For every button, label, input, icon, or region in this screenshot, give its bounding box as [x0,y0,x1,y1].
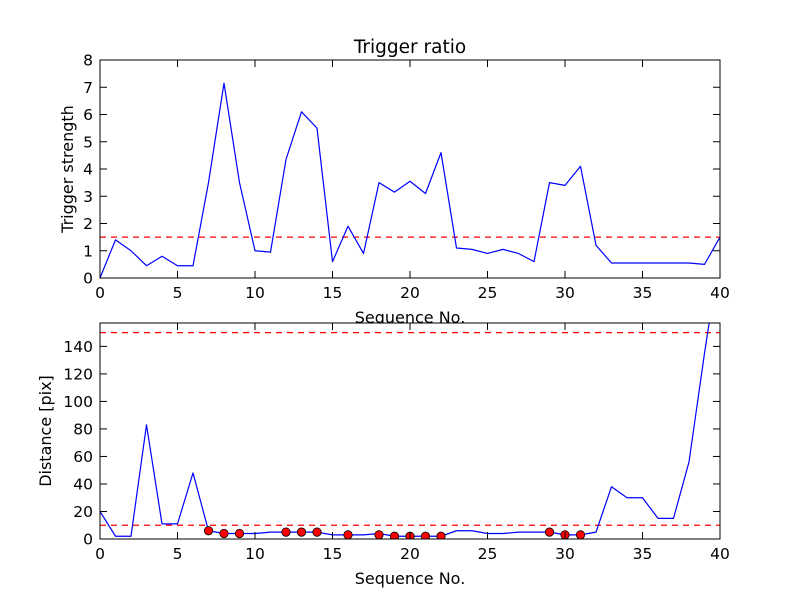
trigger-y-tick-label: 2 [83,215,93,233]
distance-trigger-marker [389,531,400,539]
trigger-y-tick-label: 7 [83,79,93,97]
trigger-x-axis-label: Sequence No. [355,308,466,327]
distance-trigger-marker [312,527,322,537]
trigger-x-tick-label: 10 [245,284,265,302]
trigger-y-tick-label: 4 [83,161,93,179]
distance-y-tick-label: 0 [83,531,93,549]
trigger-y-tick-label: 5 [83,133,93,151]
distance-y-tick-label: 100 [63,393,93,411]
distance-x-tick-label: 5 [173,545,183,563]
trigger-y-tick-label: 1 [83,242,93,260]
trigger-y-tick-label: 0 [83,270,93,288]
distance-trigger-marker [234,528,245,539]
distance-trigger-marker [436,531,446,539]
distance-x-tick-label: 35 [633,545,653,563]
distance-trigger-marker [374,530,384,539]
trigger-y-tick-label: 8 [83,52,93,70]
distance-x-tick-label: 10 [245,545,265,563]
distance-trigger-marker [420,531,431,539]
trigger-plot-area [100,82,720,278]
trigger-x-tick-label: 25 [478,284,498,302]
distance-trigger-marker [203,526,214,536]
distance-y-tick-label: 80 [73,420,93,438]
distance-trigger-marker [281,527,291,537]
trigger-y-axis-label: Trigger strength [58,105,77,234]
distance-trigger-marker [343,530,353,539]
distance-subplot: 0 5 10 15 20 25 30 35 40 0 20 40 60 80 100 120 140 Seque… [36,322,730,588]
trigger-x-tick-label: 40 [710,284,730,302]
distance-x-tick-label: 15 [323,545,343,563]
trigger-axis-ticks: 0 5 10 15 20 25 30 35 40 0 1 2 3 4 5 6 7 8 [83,52,730,303]
distance-x-tick-label: 30 [555,545,575,563]
trigger-ratio-subplot: Trigger ratio 0 5 10 15 20 25 30 35 40012345678 … [58,37,730,327]
trigger-x-tick-label: 35 [633,284,653,302]
distance-x-tick-label: 0 [95,545,105,563]
distance-x-tick-label: 25 [478,545,498,563]
trigger-x-tick-label: 0 [95,284,105,302]
distance-plot-background [100,323,720,539]
distance-x-tick-label: 20 [400,545,420,563]
distance-y-tick-label: 60 [73,448,93,466]
distance-plot-area [100,323,720,539]
trigger-y-tick-label: 6 [83,106,93,124]
chart-title: Trigger ratio [353,37,466,58]
distance-trigger-marker [219,528,229,539]
distance-axes-frame [99,322,721,540]
trigger-y-tick-label: 3 [83,188,93,206]
distance-y-tick-label: 20 [73,503,93,521]
distance-trigger-marker [575,530,586,539]
trigger-x-tick-label: 30 [555,284,575,302]
distance-y-tick-label: 40 [73,475,93,493]
distance-y-tick-label: 120 [63,365,93,383]
distance-x-axis-label: Sequence No. [355,569,466,588]
distance-trigger-marker [544,527,555,537]
trigger-x-tick-label: 15 [323,284,343,302]
trigger-x-tick-label: 5 [173,284,183,302]
trigger-axes-frame [99,59,721,279]
distance-trigger-marker [296,527,307,537]
trigger-x-tick-label: 20 [400,284,420,302]
trigger-series-line [100,82,720,278]
distance-x-tick-label: 40 [710,545,730,563]
distance-y-tick-label: 140 [63,338,93,356]
distance-y-axis-label: Distance [pix] [36,375,55,487]
